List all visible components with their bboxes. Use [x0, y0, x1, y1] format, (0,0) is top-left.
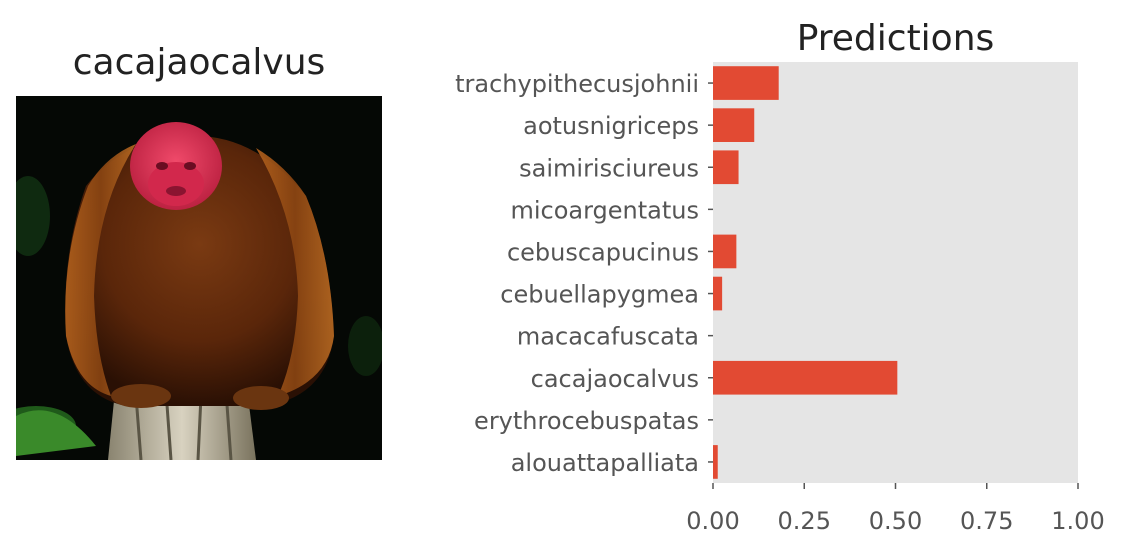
x-tick-label: 0.75: [960, 507, 1013, 535]
y-tick-label: trachypithecusjohnii: [455, 70, 699, 98]
y-tick-label: erythrocebuspatas: [474, 407, 699, 435]
bar-cebuellapygmea: [713, 276, 723, 311]
y-tick-label: aotusnigriceps: [523, 112, 699, 140]
y-tick-label: cebuellapygmea: [500, 281, 699, 309]
y-tick-label: macacafuscata: [517, 323, 699, 351]
bar-saimirisciureus: [713, 150, 739, 185]
y-tick-label: micoargentatus: [510, 196, 699, 224]
bar-alouattapalliata: [713, 445, 718, 479]
monkey-photo: [16, 96, 382, 460]
chart-title: Predictions: [797, 18, 995, 59]
bar-aotusnigriceps: [713, 108, 755, 142]
y-tick-label: cebuscapucinus: [507, 238, 699, 266]
bar-cacajaocalvus: [713, 360, 898, 395]
bar-trachypithecusjohnii: [713, 66, 779, 100]
x-tick-label: 0.25: [778, 507, 831, 535]
x-tick-label: 1.00: [1051, 507, 1104, 535]
image-title: cacajaocalvus: [72, 42, 326, 83]
y-tick-label: saimirisciureus: [519, 154, 699, 182]
x-tick-label: 0.00: [686, 507, 739, 535]
x-tick-label: 0.50: [869, 507, 922, 535]
plot-background: [713, 62, 1078, 483]
y-tick-label: cacajaocalvus: [531, 365, 699, 393]
y-tick-label: alouattapalliata: [511, 449, 699, 477]
bar-cebuscapucinus: [713, 234, 737, 269]
